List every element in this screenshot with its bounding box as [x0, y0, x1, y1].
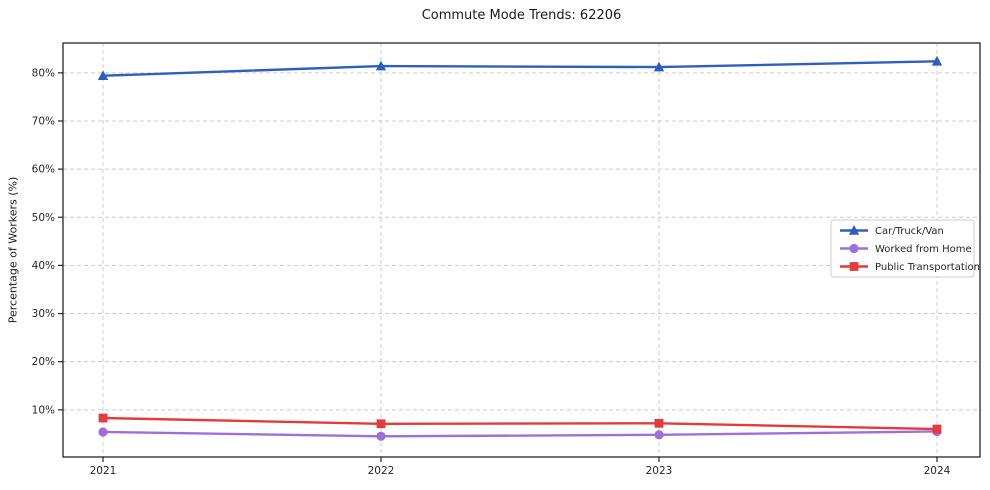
- legend-label: Worked from Home: [875, 244, 972, 255]
- legend-item-car-truck-van: Car/Truck/Van: [840, 225, 944, 237]
- legend: Car/Truck/Van Worked from Home Public Tran…: [830, 219, 980, 278]
- series-worked-from-home: [98, 426, 942, 441]
- legend-item-public-transportation: Public Transportation: [840, 262, 980, 273]
- data-point-marker: [654, 430, 664, 440]
- legend-item-worked-from-home: Worked from Home: [840, 243, 972, 255]
- y-axis: 10% 20% 30% 40% 50% 60% 70% 80%: [32, 67, 63, 416]
- series-public-transportation: [98, 413, 942, 434]
- y-tick-label: 10%: [32, 404, 55, 416]
- x-tick-label: 2022: [368, 465, 395, 477]
- data-point-marker: [654, 418, 664, 428]
- plot-frame: [62, 42, 981, 458]
- data-point-marker: [931, 55, 943, 66]
- y-tick-label: 80%: [32, 67, 55, 79]
- data-point-marker: [932, 424, 942, 434]
- x-tick-label: 2024: [924, 465, 951, 477]
- data-point-marker: [848, 225, 860, 235]
- data-point-marker: [653, 61, 665, 72]
- series-car-truck-van: [97, 55, 943, 81]
- data-point-marker: [98, 413, 108, 423]
- y-tick-label: 40%: [32, 260, 55, 272]
- data-point-marker: [849, 262, 859, 271]
- y-tick-label: 50%: [32, 212, 55, 224]
- data-point-marker: [849, 243, 859, 254]
- chart-title: Commute Mode Trends: 62206: [421, 8, 622, 23]
- x-tick-label: 2021: [90, 465, 117, 477]
- y-tick-label: 60%: [32, 164, 55, 176]
- series-line-public-transportation: [101, 416, 939, 431]
- series-line-worked-from-home: [101, 430, 939, 438]
- legend-label: Public Transportation: [875, 262, 980, 273]
- data-point-marker: [97, 70, 109, 81]
- data-point-marker: [375, 60, 387, 71]
- y-tick-label: 20%: [32, 356, 55, 368]
- data-point-marker: [98, 427, 108, 437]
- legend-label: Car/Truck/Van: [875, 226, 944, 237]
- data-point-marker: [376, 419, 386, 429]
- y-axis-title: Percentage of Workers (%): [6, 176, 20, 324]
- series-line-car-truck-van: [101, 60, 939, 77]
- x-tick-label: 2023: [646, 465, 673, 477]
- legend-box: [830, 219, 975, 278]
- y-tick-label: 70%: [32, 115, 55, 127]
- x-axis: 2021 2022 2023 2024: [90, 457, 951, 477]
- data-point-marker: [376, 431, 386, 441]
- y-tick-label: 30%: [32, 308, 55, 320]
